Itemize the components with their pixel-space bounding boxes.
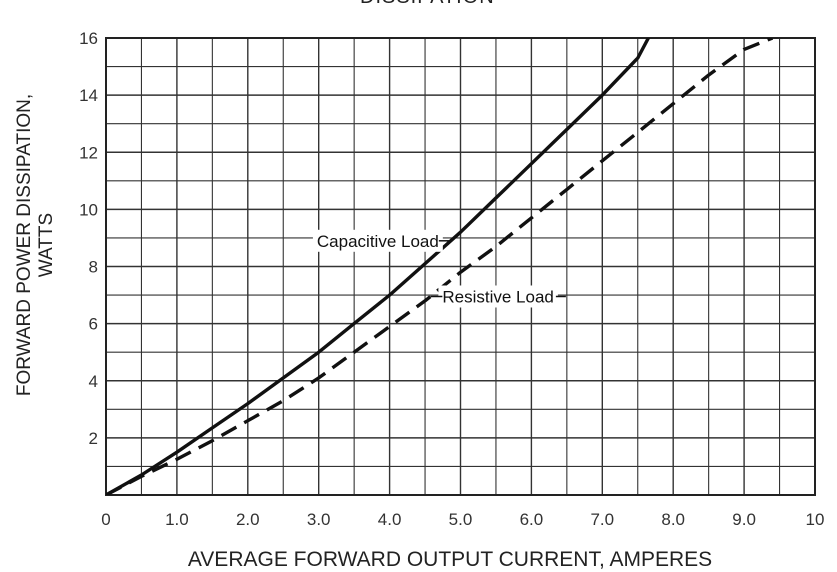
capacitive-load-line — [106, 38, 651, 495]
x-tick-label: 5.0 — [449, 510, 473, 529]
x-tick-label: 7.0 — [590, 510, 614, 529]
x-tick-label: 10 — [806, 510, 825, 529]
y-tick-label: 2 — [89, 429, 98, 448]
annotations: Capacitive Load Resistive Load — [312, 229, 566, 308]
y-tick-label: 4 — [89, 372, 98, 391]
x-tick-label: 6.0 — [520, 510, 544, 529]
x-tick-label: 8.0 — [661, 510, 685, 529]
x-axis-label: AVERAGE FORWARD OUTPUT CURRENT, AMPERES — [187, 548, 713, 571]
x-tick-label: 9.0 — [732, 510, 756, 529]
x-tick-label: 4.0 — [378, 510, 402, 529]
annotation-text: Capacitive Load — [317, 232, 439, 251]
y-tick-label: 14 — [79, 86, 98, 105]
annotation-label: Resistive Load — [430, 285, 566, 308]
annotation-text: Resistive Load — [442, 287, 554, 306]
y-tick-label: 8 — [89, 258, 98, 277]
y-axis-label: FORWARD POWER DISSIPATION, WATTS — [14, 94, 58, 396]
y-tick-label: 10 — [79, 200, 98, 219]
chart-title: DISSIPATION — [360, 0, 495, 9]
y-axis-label-line2: WATTS — [36, 212, 57, 278]
y-tick-label: 16 — [79, 29, 98, 48]
y-tick-label: 12 — [79, 143, 98, 162]
y-axis-label-line1: FORWARD POWER DISSIPATION, — [14, 93, 35, 397]
plot-frame — [105, 37, 816, 496]
annotation-label: Capacitive Load — [312, 229, 451, 252]
grid — [106, 38, 815, 495]
x-tick-label: 0 — [101, 510, 110, 529]
x-tick-label: 3.0 — [307, 510, 331, 529]
x-tick-label: 2.0 — [236, 510, 260, 529]
tick-labels: 0 1.0 2.0 3.0 4.0 5.0 6.0 7.0 8.0 9.0 10 2 4 6 8 10 12 14… — [79, 29, 824, 529]
x-tick-label: 1.0 — [165, 510, 189, 529]
y-tick-label: 6 — [89, 315, 98, 334]
